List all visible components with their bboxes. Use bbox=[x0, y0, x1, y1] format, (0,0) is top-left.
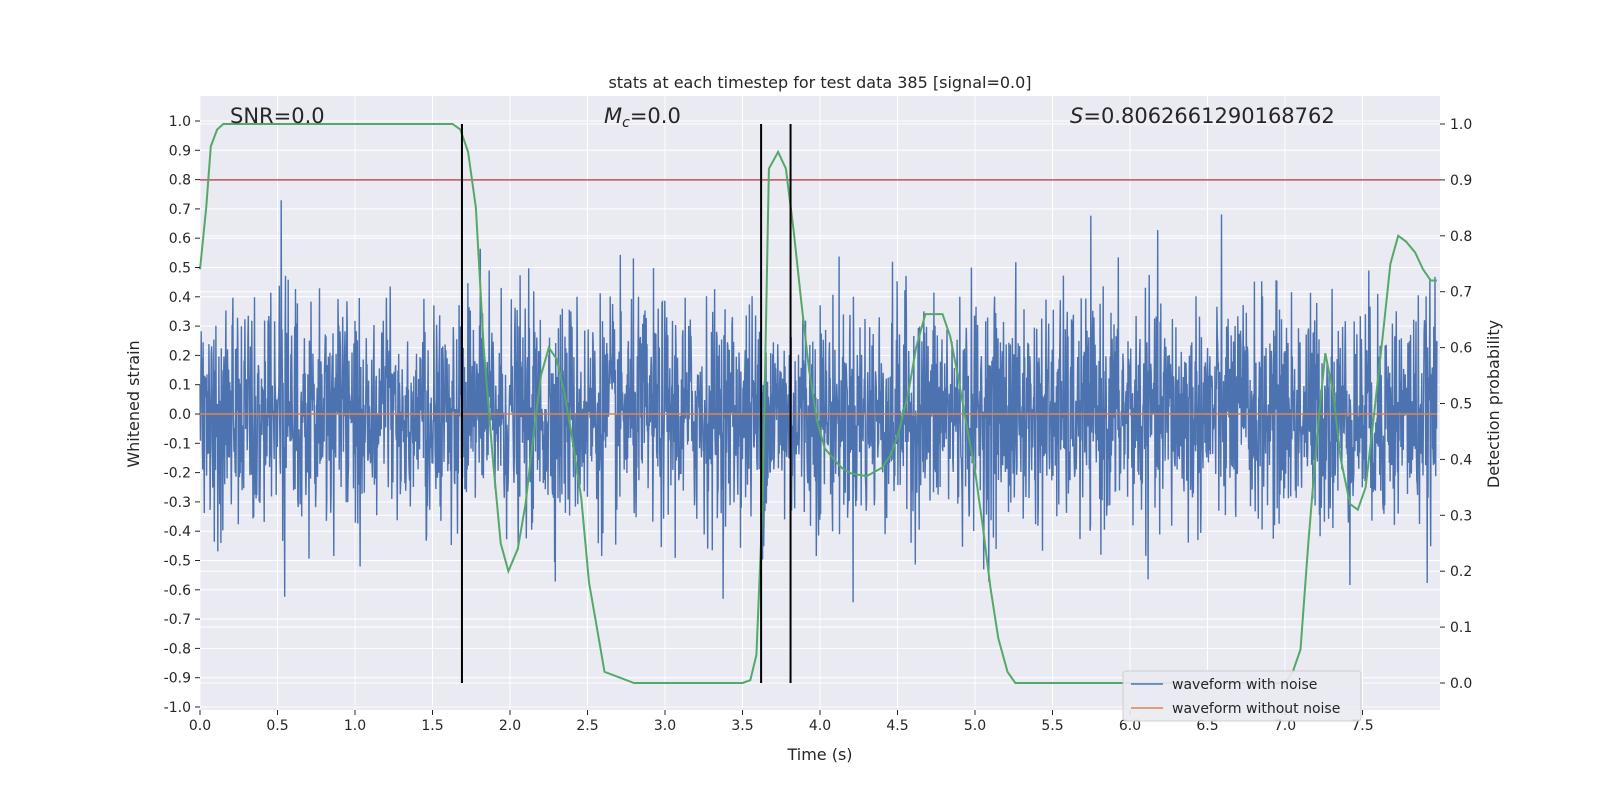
y2-tick-label: 0.5 bbox=[1450, 397, 1472, 413]
y-tick-label: 0.4 bbox=[169, 290, 191, 306]
legend-label-noisy: waveform with noise bbox=[1172, 677, 1317, 693]
x-tick-label: 0.5 bbox=[266, 718, 288, 734]
x-tick-label: 7.0 bbox=[1274, 718, 1296, 734]
y-tick-label: 0.3 bbox=[169, 319, 191, 335]
chirp-mass-symbol: M bbox=[604, 104, 622, 128]
x-tick-label: 5.5 bbox=[1041, 718, 1063, 734]
series-waveform-with-noise bbox=[199, 200, 1438, 603]
s-value: =0.8062661290168762 bbox=[1083, 104, 1334, 128]
y-tick-label: -1.0 bbox=[164, 700, 191, 716]
legend: waveform with noise waveform without noi… bbox=[1122, 670, 1362, 722]
snr-annotation: SNR=0.0 bbox=[230, 104, 325, 128]
x-tick-label: 3.0 bbox=[654, 718, 676, 734]
chirp-mass-value: =0.0 bbox=[630, 104, 681, 128]
y-tick-label: -0.9 bbox=[164, 671, 191, 687]
y-tick-label: -0.4 bbox=[164, 524, 191, 540]
legend-box bbox=[1122, 670, 1362, 722]
y-tick-label: -0.6 bbox=[164, 583, 191, 599]
x-tick-label: 1.0 bbox=[344, 718, 366, 734]
y2-tick-label: 0.9 bbox=[1450, 173, 1472, 189]
y-tick-label: 0.1 bbox=[169, 378, 191, 394]
y-tick-label: 0.9 bbox=[169, 143, 191, 159]
x-tick-label: 2.0 bbox=[499, 718, 521, 734]
x-tick-label: 6.5 bbox=[1196, 718, 1218, 734]
noisy-waveform-line bbox=[199, 200, 1438, 603]
y2-tick-label: 0.0 bbox=[1450, 676, 1472, 692]
x-tick-label: 1.5 bbox=[421, 718, 443, 734]
series-detection-probability bbox=[199, 123, 1437, 684]
s-symbol: S bbox=[1070, 104, 1083, 128]
y2-axis-label: Detection probability bbox=[1484, 320, 1503, 488]
y2-tick-label: 0.8 bbox=[1450, 229, 1472, 245]
y-tick-label: -0.5 bbox=[164, 554, 191, 570]
probability-line bbox=[199, 123, 1437, 684]
y2-tick-label: 1.0 bbox=[1450, 117, 1472, 133]
x-tick-label: 6.0 bbox=[1119, 718, 1141, 734]
y-tick-label: 0.6 bbox=[169, 231, 191, 247]
x-tick-label: 2.5 bbox=[576, 718, 598, 734]
y-axis-label: Whitened strain bbox=[124, 340, 143, 467]
y-tick-label: 0.7 bbox=[169, 202, 191, 218]
y2-tick-label: 0.3 bbox=[1450, 508, 1472, 524]
y2-tick-label: 0.2 bbox=[1450, 564, 1472, 580]
chirp-mass-subscript: c bbox=[622, 115, 630, 131]
y-tick-label: 1.0 bbox=[169, 114, 191, 130]
y2-tick-label: 0.4 bbox=[1450, 452, 1472, 468]
y-tick-label: 0.0 bbox=[169, 407, 191, 423]
y2-tick-label: 0.1 bbox=[1450, 620, 1472, 636]
y-tick-label: -0.7 bbox=[164, 612, 191, 628]
y-tick-label: -0.8 bbox=[164, 641, 191, 657]
x-axis-label: Time (s) bbox=[786, 745, 852, 764]
chart-title: stats at each timestep for test data 385… bbox=[608, 73, 1031, 92]
axis-ticks: 0.0 0.5 1.0 1.5 2.0 2.5 3.0 3.5 4.0 4.5 5.0 5.5 6.0 6… bbox=[164, 114, 1473, 734]
y2-tick-label: 0.7 bbox=[1450, 285, 1472, 301]
x-tick-label: 3.5 bbox=[731, 718, 753, 734]
y-tick-label: 0.5 bbox=[169, 261, 191, 277]
y-tick-label: -0.1 bbox=[164, 436, 191, 452]
y-tick-label: -0.3 bbox=[164, 495, 191, 511]
y2-tick-label: 0.6 bbox=[1450, 341, 1472, 357]
legend-label-clean: waveform without noise bbox=[1172, 701, 1340, 717]
y-tick-label: 0.8 bbox=[169, 173, 191, 189]
reference-lines bbox=[200, 179, 1440, 415]
x-tick-label: 5.0 bbox=[964, 718, 986, 734]
x-tick-label: 0.0 bbox=[189, 718, 211, 734]
y-tick-label: -0.2 bbox=[164, 466, 191, 482]
s-annotation: S=0.8062661290168762 bbox=[1070, 104, 1335, 128]
y-tick-label: 0.2 bbox=[169, 348, 191, 364]
x-tick-label: 4.0 bbox=[809, 718, 831, 734]
x-tick-label: 4.5 bbox=[886, 718, 908, 734]
x-tick-label: 7.5 bbox=[1351, 718, 1373, 734]
vertical-markers bbox=[460, 124, 792, 683]
chirp-mass-annotation: Mc=0.0 bbox=[604, 104, 681, 131]
